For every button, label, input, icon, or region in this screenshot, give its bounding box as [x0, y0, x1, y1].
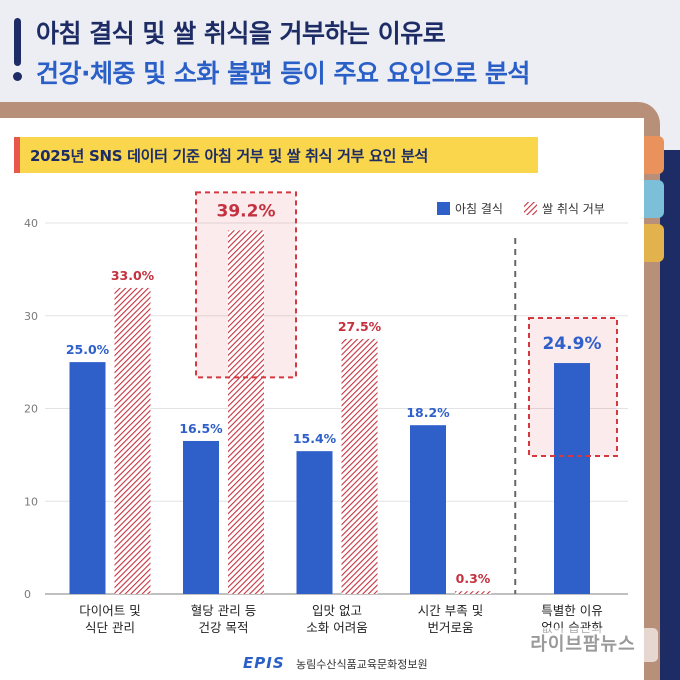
bar-reject-rice-3	[455, 591, 491, 594]
value-label-skip-breakfast-3: 18.2%	[406, 405, 450, 420]
category-label-0-1: 식단 관리	[85, 620, 135, 635]
chart-title-box	[14, 137, 538, 173]
bar-skip-breakfast-4	[554, 363, 590, 594]
value-label-skip-breakfast-1: 16.5%	[179, 421, 223, 436]
bar-reject-rice-1	[228, 230, 264, 595]
highlight-box-4	[528, 317, 618, 458]
category-label-2-0: 입맛 없고	[312, 603, 362, 618]
legend-swatch-reject-rice	[524, 202, 537, 215]
bar-reject-rice-0	[114, 287, 151, 594]
legend-swatch-skip-breakfast	[437, 202, 450, 215]
legend-label-skip-breakfast: 아침 결식	[455, 202, 503, 216]
title-line-1: 아침 결식 및 쌀 취식을 거부하는 이유로	[36, 19, 446, 48]
y-tick-0: 0	[24, 588, 31, 601]
category-label-1-1: 건강 목적	[199, 620, 249, 635]
category-label-3-1: 번거로움	[427, 620, 473, 635]
y-tick-30: 30	[24, 310, 38, 323]
exclamation-dot-icon	[13, 72, 22, 81]
chart-title-accent	[14, 137, 20, 173]
watermark: 라이브팜뉴스	[508, 628, 658, 662]
header: 아침 결식 및 쌀 취식을 거부하는 이유로 건강·체중 및 소화 불편 등이 …	[0, 0, 680, 102]
bar-skip-breakfast-3	[410, 425, 446, 594]
bar-skip-breakfast-0	[69, 362, 106, 594]
y-tick-20: 20	[24, 403, 38, 416]
category-label-1-0: 혈당 관리 등	[191, 603, 256, 618]
value-label-skip-breakfast-4: 24.9%	[543, 334, 602, 354]
category-label-4-0: 특별한 이유	[541, 603, 602, 618]
value-label-reject-rice-2: 27.5%	[338, 319, 382, 334]
value-label-skip-breakfast-0: 25.0%	[66, 342, 110, 357]
legend-label-reject-rice: 쌀 취식 거부	[542, 202, 605, 216]
value-label-reject-rice-3: 0.3%	[456, 571, 491, 586]
exclamation-icon	[14, 18, 21, 66]
y-tick-10: 10	[24, 495, 38, 508]
category-label-2-1: 소화 어려움	[306, 620, 367, 635]
bar-reject-rice-2	[341, 338, 378, 594]
value-label-reject-rice-1: 39.2%	[217, 201, 276, 221]
value-label-reject-rice-0: 33.0%	[111, 268, 155, 283]
y-tick-40: 40	[24, 217, 38, 230]
category-label-3-0: 시간 부족 및	[418, 603, 483, 618]
organization-name: 농림수산식품교육문화정보원	[296, 658, 428, 671]
chart-title: 2025년 SNS 데이터 기준 아침 거부 및 쌀 취식 거부 요인 분석	[30, 147, 428, 165]
title-line-2: 건강·체중 및 소화 불편 등이 주요 요인으로 분석	[36, 59, 530, 88]
bar-skip-breakfast-1	[183, 440, 219, 594]
category-label-0-0: 다이어트 및	[79, 603, 140, 618]
highlight-box-1	[195, 191, 297, 379]
bar-skip-breakfast-2	[296, 451, 333, 594]
epis-logo: EPIS	[243, 654, 285, 672]
value-label-skip-breakfast-2: 15.4%	[293, 431, 337, 446]
